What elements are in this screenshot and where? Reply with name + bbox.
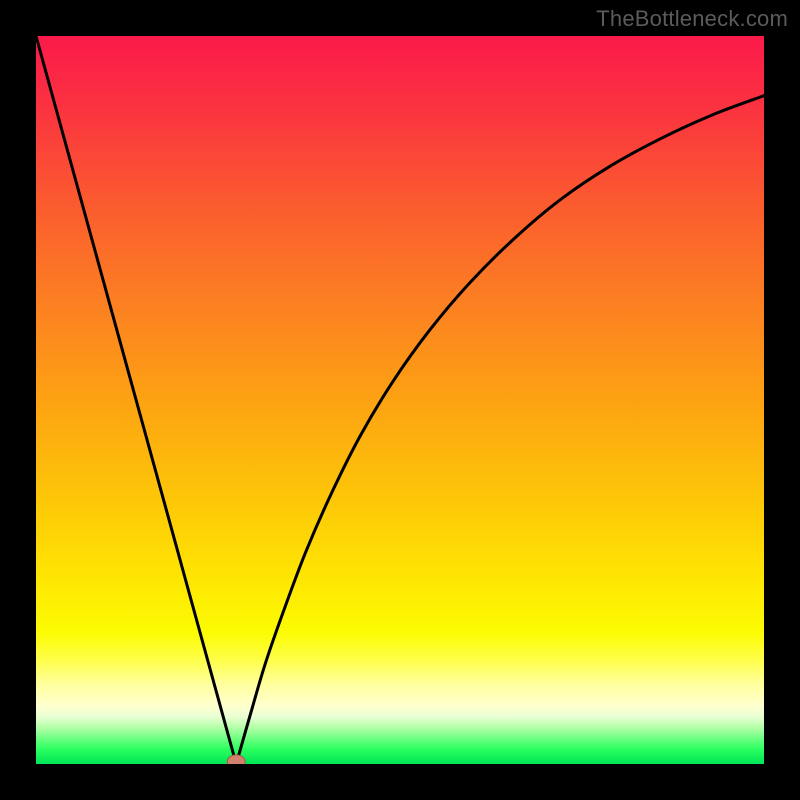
watermark-text: TheBottleneck.com	[596, 6, 788, 32]
plot-area	[36, 36, 764, 764]
curve-left-branch	[36, 36, 236, 764]
curve-right-branch	[236, 96, 764, 764]
chart-container: TheBottleneck.com	[0, 0, 800, 800]
minimum-marker	[227, 755, 245, 764]
bottleneck-curve	[36, 36, 764, 764]
